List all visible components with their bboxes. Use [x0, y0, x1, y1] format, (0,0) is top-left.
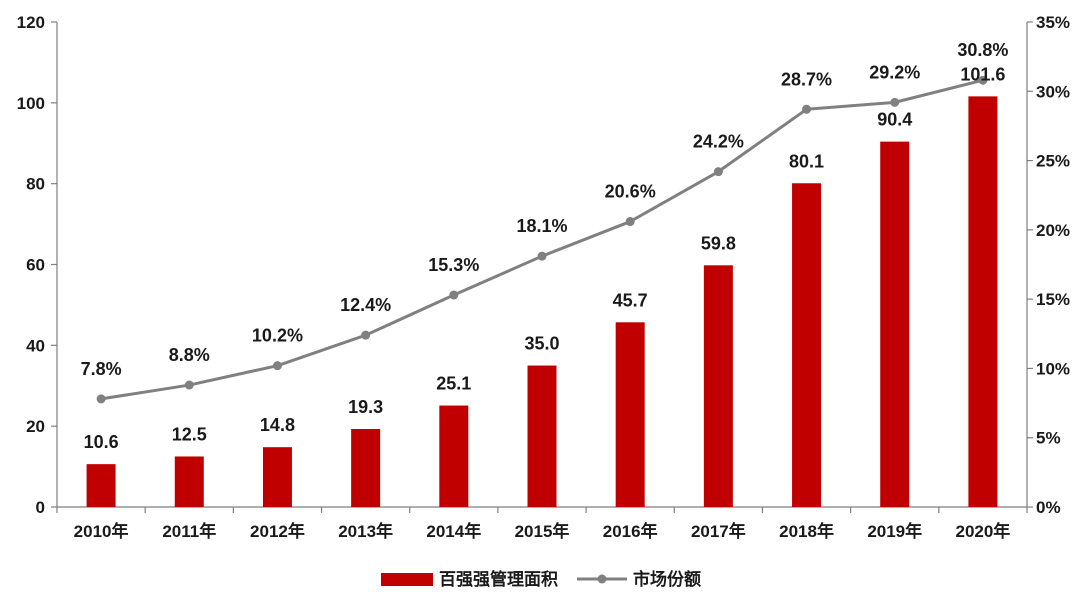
bar-data-label: 25.1 — [436, 374, 471, 394]
legend-line-label: 市场份额 — [633, 569, 701, 589]
legend-line-marker — [597, 574, 607, 584]
line-data-label: 7.8% — [81, 359, 122, 379]
right-axis-tick-label: 0% — [1036, 498, 1061, 517]
line-point — [978, 75, 988, 85]
legend-bar-swatch — [381, 573, 433, 586]
bar — [86, 464, 116, 507]
x-axis-tick-label: 2018年 — [779, 521, 834, 541]
bar — [792, 183, 822, 507]
line-point — [96, 394, 106, 404]
bar-data-label: 90.4 — [877, 110, 912, 130]
bar-data-label: 35.0 — [524, 334, 559, 354]
bar-data-label: 80.1 — [789, 151, 824, 171]
line-data-label: 24.2% — [693, 132, 744, 152]
line-point — [184, 380, 194, 390]
x-axis-tick-label: 2014年 — [426, 521, 481, 541]
line-data-label: 12.4% — [340, 295, 391, 315]
line-data-label: 18.1% — [516, 216, 567, 236]
bar-data-label: 14.8 — [260, 415, 295, 435]
x-axis-tick-label: 2015年 — [515, 521, 570, 541]
line-point — [537, 251, 547, 261]
line-point — [625, 217, 635, 227]
right-axis-tick-label: 25% — [1036, 152, 1070, 171]
left-axis-tick-label: 40 — [26, 336, 45, 355]
bar-data-label: 45.7 — [613, 290, 648, 310]
x-axis-tick-label: 2016年 — [603, 521, 658, 541]
left-axis-tick-label: 0 — [36, 498, 45, 517]
line-data-label: 28.7% — [781, 69, 832, 89]
bar-data-label: 101.6 — [960, 64, 1005, 84]
bar — [703, 265, 733, 507]
x-axis-tick-label: 2019年 — [867, 521, 922, 541]
right-axis-tick-label: 20% — [1036, 221, 1070, 240]
legend-bar-label: 百强强管理面积 — [439, 569, 558, 589]
line-point — [713, 167, 723, 177]
left-axis-tick-label: 120 — [17, 13, 45, 32]
right-axis-tick-label: 30% — [1036, 82, 1070, 101]
x-axis-tick-label: 2012年 — [250, 521, 305, 541]
x-axis-tick-label: 2010年 — [74, 521, 129, 541]
line-point — [449, 290, 459, 300]
right-axis-tick-label: 15% — [1036, 290, 1070, 309]
right-axis-tick-label: 5% — [1036, 429, 1061, 448]
line-data-label: 20.6% — [605, 182, 656, 202]
right-axis-tick-label: 35% — [1036, 13, 1070, 32]
bar-data-label: 10.6 — [84, 432, 119, 452]
axes-layer: 0 20 40 60 80 100 120 0% 5% 10% 15% 20% 25% 30% 35% 201… — [17, 13, 1070, 541]
bars-layer — [86, 96, 998, 507]
left-axis-tick-label: 20 — [26, 417, 45, 436]
bar — [262, 447, 292, 507]
x-axis-tick-label: 2011年 — [162, 521, 216, 541]
right-axis-tick-label: 10% — [1036, 359, 1070, 378]
bar — [880, 141, 910, 507]
line-data-label: 15.3% — [428, 255, 479, 275]
bar — [968, 96, 998, 507]
line-point — [890, 97, 900, 107]
bar-data-label: 59.8 — [701, 233, 736, 253]
bar-data-label: 19.3 — [348, 397, 383, 417]
line-point — [802, 104, 812, 114]
line-point — [272, 361, 282, 371]
line-layer — [96, 75, 988, 404]
line-data-label: 8.8% — [169, 345, 210, 365]
bar — [351, 428, 381, 507]
bar — [439, 405, 469, 507]
line-data-label: 30.8% — [957, 40, 1008, 60]
line-point — [361, 330, 371, 340]
line-data-label: 29.2% — [869, 62, 920, 82]
x-axis-tick-label: 2013年 — [338, 521, 393, 541]
bar-data-label: 12.5 — [172, 424, 207, 444]
line-data-label: 10.2% — [252, 326, 303, 346]
bar — [174, 456, 204, 507]
bar — [527, 365, 557, 507]
legend: 百强强管理面积 市场份额 — [381, 569, 701, 589]
left-axis-tick-label: 60 — [26, 256, 45, 275]
x-axis-tick-label: 2017年 — [691, 521, 746, 541]
x-axis-tick-label: 2020年 — [955, 521, 1010, 541]
left-axis-tick-label: 100 — [17, 94, 45, 113]
left-axis-tick-label: 80 — [26, 175, 45, 194]
labels-layer: 10.6 12.5 14.8 19.3 25.1 35.0 45.7 59.8 80.1 90.4… — [81, 40, 1009, 452]
bar — [615, 322, 645, 507]
